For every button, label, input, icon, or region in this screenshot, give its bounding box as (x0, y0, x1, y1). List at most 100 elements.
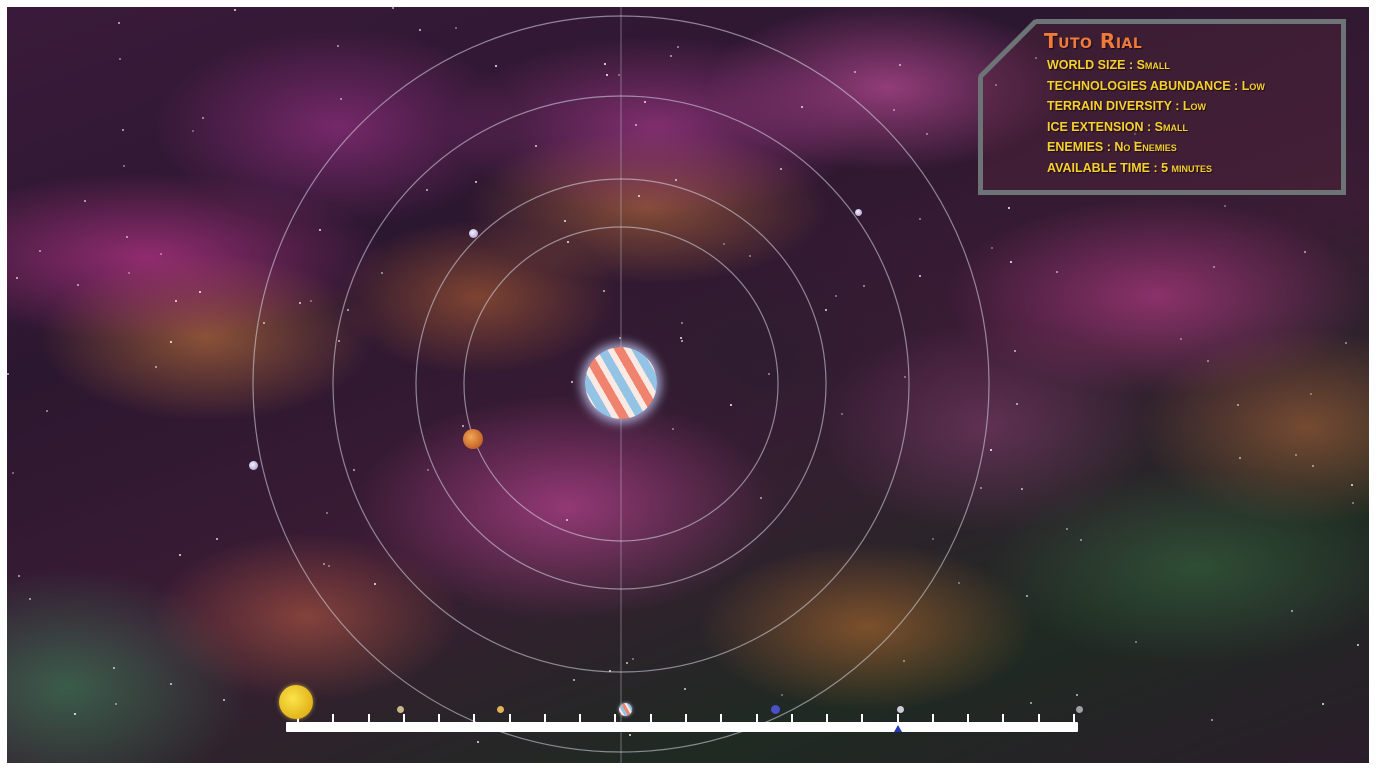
star-dot (1291, 610, 1293, 612)
small-moon-icon[interactable] (249, 461, 258, 470)
striped-planet-icon[interactable] (619, 703, 632, 716)
star-dot (155, 366, 157, 368)
setting-value: 5 minutes (1161, 160, 1213, 175)
star-dot (604, 63, 606, 65)
orbit-ring-1 (463, 226, 779, 542)
star-dot (1134, 141, 1136, 143)
star-dot (39, 250, 41, 252)
small-moon-icon[interactable] (469, 229, 478, 238)
star-dot (995, 84, 997, 86)
star-dot (1357, 644, 1359, 646)
star-dot (932, 538, 934, 540)
star-dot (1304, 251, 1306, 253)
star-dot (681, 322, 683, 324)
timeline-planet-icon[interactable] (497, 706, 504, 713)
timeline-planet-icon[interactable] (1076, 706, 1083, 713)
setting-value: Low (1182, 99, 1207, 114)
orbit-ring-4 (252, 15, 990, 753)
star-dot (29, 598, 31, 600)
setting-label: TECHNOLOGIES ABUNDANCE (1047, 78, 1231, 93)
game-settings-text: Tuto Rial WORLD SIZE : Small TECHNOLOGIE… (1044, 29, 1265, 179)
star-dot (899, 64, 901, 66)
star-dot (392, 7, 394, 9)
star-dot (730, 404, 732, 406)
star-dot (462, 425, 464, 427)
triangle-marker-icon[interactable] (894, 725, 902, 732)
timeline-tick (1038, 714, 1040, 722)
setting-row-ice-extension: ICE EXTENSION : Small (1047, 117, 1265, 138)
star-dot (684, 688, 686, 690)
star-dot (1312, 465, 1314, 467)
star-dot (1026, 595, 1028, 597)
star-dot (323, 563, 325, 565)
star-dot (319, 229, 321, 231)
space-map[interactable] (7, 7, 1369, 763)
timeline-tick (1002, 714, 1004, 722)
timeline-tick (473, 714, 475, 722)
star-dot (455, 27, 457, 29)
timeline-planet-icon[interactable] (397, 706, 404, 713)
setting-value: Small (1154, 119, 1188, 134)
star-dot (919, 275, 921, 277)
star-dot (535, 145, 537, 147)
star-dot (801, 106, 803, 108)
timeline-planet-icon[interactable] (771, 705, 780, 714)
timeline-tick (614, 714, 616, 722)
star-dot (638, 195, 640, 197)
star-dot (77, 284, 79, 286)
striped-planet-icon[interactable] (585, 347, 657, 419)
star-dot (347, 309, 349, 311)
star-dot (990, 449, 992, 451)
setting-row-enemies: ENEMIES : No Enemies (1047, 137, 1265, 158)
setting-separator: : (1103, 140, 1115, 155)
star-dot (1016, 403, 1018, 405)
star-dot (1021, 488, 1023, 490)
orbit-ring-3 (332, 95, 910, 673)
star-dot (12, 472, 14, 474)
star-dot (629, 734, 631, 736)
star-dot (1008, 207, 1010, 209)
timeline-planet-icon[interactable] (897, 706, 904, 713)
star-dot (677, 46, 679, 48)
timeline-tick (509, 714, 511, 722)
timeline-tick (332, 714, 334, 722)
star-dot (980, 487, 982, 489)
star-dot (326, 512, 328, 514)
star-dot (780, 168, 782, 170)
star-dot (1135, 641, 1137, 643)
setting-separator: : (1171, 99, 1183, 114)
star-dot (781, 694, 783, 696)
planet-timeline-bar[interactable] (286, 722, 1078, 732)
timeline-tick (932, 714, 934, 722)
star-dot (749, 255, 751, 257)
game-settings-panel (978, 19, 1346, 195)
setting-label: ICE EXTENSION (1047, 119, 1144, 134)
setting-separator: : (1150, 160, 1162, 175)
small-moon-icon[interactable] (855, 209, 862, 216)
setting-label: ENEMIES (1047, 140, 1104, 155)
star-dot (16, 277, 18, 279)
star-dot (427, 469, 429, 471)
star-dot (7, 373, 9, 375)
timeline-tick (438, 714, 440, 722)
star-dot (199, 291, 201, 293)
star-dot (723, 243, 725, 245)
timeline-tick (756, 714, 758, 722)
yellow-sun-icon[interactable] (279, 685, 313, 719)
star-dot (893, 109, 895, 111)
star-dot (1322, 703, 1324, 705)
star-dot (202, 117, 204, 119)
timeline-tick (403, 714, 405, 722)
setting-separator: : (1230, 78, 1242, 93)
star-dot (113, 667, 115, 669)
star-dot (632, 658, 634, 660)
setting-label: WORLD SIZE (1047, 58, 1126, 72)
star-dot (1076, 694, 1078, 696)
orange-planet-icon[interactable] (463, 429, 483, 449)
star-dot (328, 565, 330, 567)
star-dot (74, 713, 76, 715)
star-dot (635, 124, 637, 126)
star-dot (160, 253, 162, 255)
star-dot (573, 679, 575, 681)
star-dot (1180, 338, 1182, 340)
